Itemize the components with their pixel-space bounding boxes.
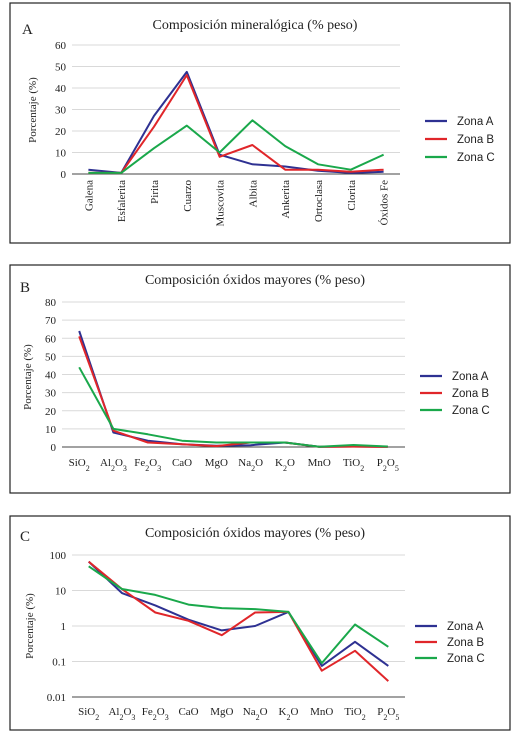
chart-panel-B: B Composición óxidos mayores (% peso) Porc… bbox=[9, 264, 511, 494]
panel-letter: C bbox=[20, 529, 30, 545]
x-category-label: P2O5 bbox=[377, 457, 399, 473]
x-category-label: Ortoclasa bbox=[313, 180, 325, 222]
series-line-zona-c bbox=[88, 565, 389, 665]
y-tick-label: 100 bbox=[50, 550, 67, 562]
x-category-label: Fe2O3 bbox=[142, 706, 169, 722]
y-tick-label: 50 bbox=[55, 62, 67, 74]
legend-label: Zona C bbox=[452, 405, 490, 417]
legend-label: Zona A bbox=[457, 116, 494, 128]
y-tick-label: 80 bbox=[45, 297, 57, 309]
legend: Zona A Zona B Zona C bbox=[425, 116, 495, 164]
x-category-label: Pirita bbox=[149, 180, 161, 204]
legend-label: Zona A bbox=[447, 621, 484, 633]
y-tick-label: 0.1 bbox=[52, 657, 66, 669]
x-category-label: Na2O bbox=[238, 457, 263, 473]
x-category-label: CaO bbox=[172, 457, 192, 469]
x-category-label: Cuarzo bbox=[182, 180, 194, 212]
series-line-zona-a bbox=[78, 330, 388, 448]
x-category-label: MgO bbox=[210, 706, 233, 718]
panel-letter: B bbox=[20, 280, 30, 296]
y-tick-label: 50 bbox=[45, 351, 57, 363]
y-tick-label: 40 bbox=[55, 83, 67, 95]
legend-label: Zona C bbox=[457, 152, 495, 164]
x-category-label: TiO2 bbox=[344, 706, 365, 722]
legend-label: Zona B bbox=[452, 388, 489, 400]
y-tick-label: 30 bbox=[55, 105, 67, 117]
series-line-zona-a bbox=[88, 560, 389, 667]
y-tick-label: 1 bbox=[61, 621, 67, 633]
y-axis-label: Porcentaje (%) bbox=[27, 77, 39, 143]
x-category-label: MgO bbox=[205, 457, 228, 469]
chart-panel-A: A Composición mineralógica (% peso) Porcen… bbox=[9, 2, 511, 244]
y-tick-label: 60 bbox=[45, 333, 57, 345]
y-tick-label: 0.01 bbox=[47, 692, 66, 704]
y-axis-label: Porcentaje (%) bbox=[24, 593, 36, 659]
y-tick-label: 20 bbox=[45, 406, 57, 418]
y-tick-label: 40 bbox=[45, 370, 57, 382]
x-category-label: Esfalerita bbox=[116, 180, 128, 222]
legend-label: Zona B bbox=[447, 637, 484, 649]
x-category-label: K2O bbox=[278, 706, 298, 722]
x-category-label: SiO2 bbox=[78, 706, 99, 722]
y-tick-label: 70 bbox=[45, 315, 57, 327]
legend-label: Zona C bbox=[447, 653, 485, 665]
chart-title: Composición mineralógica (% peso) bbox=[153, 18, 358, 33]
x-category-label: MnO bbox=[308, 457, 331, 469]
y-axis-label: Porcentaje (%) bbox=[22, 344, 34, 410]
chart-title: Composición óxidos mayores (% peso) bbox=[145, 273, 365, 288]
legend-label: Zona B bbox=[457, 134, 494, 146]
x-category-label: MnO bbox=[310, 706, 333, 718]
x-category-label: TiO2 bbox=[343, 457, 364, 473]
x-category-label: P2O5 bbox=[377, 706, 399, 722]
y-tick-label: 10 bbox=[55, 148, 67, 160]
legend-label: Zona A bbox=[452, 371, 489, 383]
x-category-label: Óxidos Fe bbox=[379, 180, 391, 226]
series-line-zona-b bbox=[88, 560, 389, 682]
y-tick-label: 10 bbox=[55, 586, 67, 598]
panel-frame bbox=[9, 264, 511, 494]
y-tick-label: 10 bbox=[45, 424, 57, 436]
x-category-label: Galena bbox=[83, 180, 95, 211]
x-category-label: Muscovita bbox=[215, 180, 227, 227]
y-tick-label: 0 bbox=[61, 169, 67, 181]
panel-frame bbox=[9, 515, 511, 731]
y-tick-label: 20 bbox=[55, 126, 67, 138]
y-tick-label: 0 bbox=[51, 442, 57, 454]
chart-panel-C: C Composición óxidos mayores (% peso) Porc… bbox=[9, 515, 511, 731]
x-category-label: K2O bbox=[275, 457, 295, 473]
y-tick-label: 60 bbox=[55, 40, 67, 52]
x-category-label: CaO bbox=[178, 706, 198, 718]
y-tick-label: 30 bbox=[45, 388, 57, 400]
legend: Zona A Zona B Zona C bbox=[420, 371, 490, 417]
x-category-label: Ankerita bbox=[280, 180, 292, 219]
panel-letter: A bbox=[22, 22, 33, 38]
series-line-zona-a bbox=[88, 70, 384, 174]
x-category-label: Albita bbox=[247, 180, 259, 208]
x-category-label: Na2O bbox=[243, 706, 268, 722]
legend: Zona A Zona B Zona C bbox=[415, 621, 485, 665]
x-category-label: Clorita bbox=[346, 180, 358, 211]
x-category-label: SiO2 bbox=[69, 457, 90, 473]
series-line-zona-c bbox=[78, 366, 388, 448]
chart-title: Composición óxidos mayores (% peso) bbox=[145, 526, 365, 541]
x-category-label: Fe2O3 bbox=[134, 457, 161, 473]
series-line-zona-b bbox=[88, 74, 384, 174]
series-line-zona-c bbox=[88, 119, 385, 174]
x-category-label: Al2O3 bbox=[100, 457, 127, 473]
panel-frame bbox=[9, 2, 511, 244]
x-category-label: Al2O3 bbox=[108, 706, 135, 722]
